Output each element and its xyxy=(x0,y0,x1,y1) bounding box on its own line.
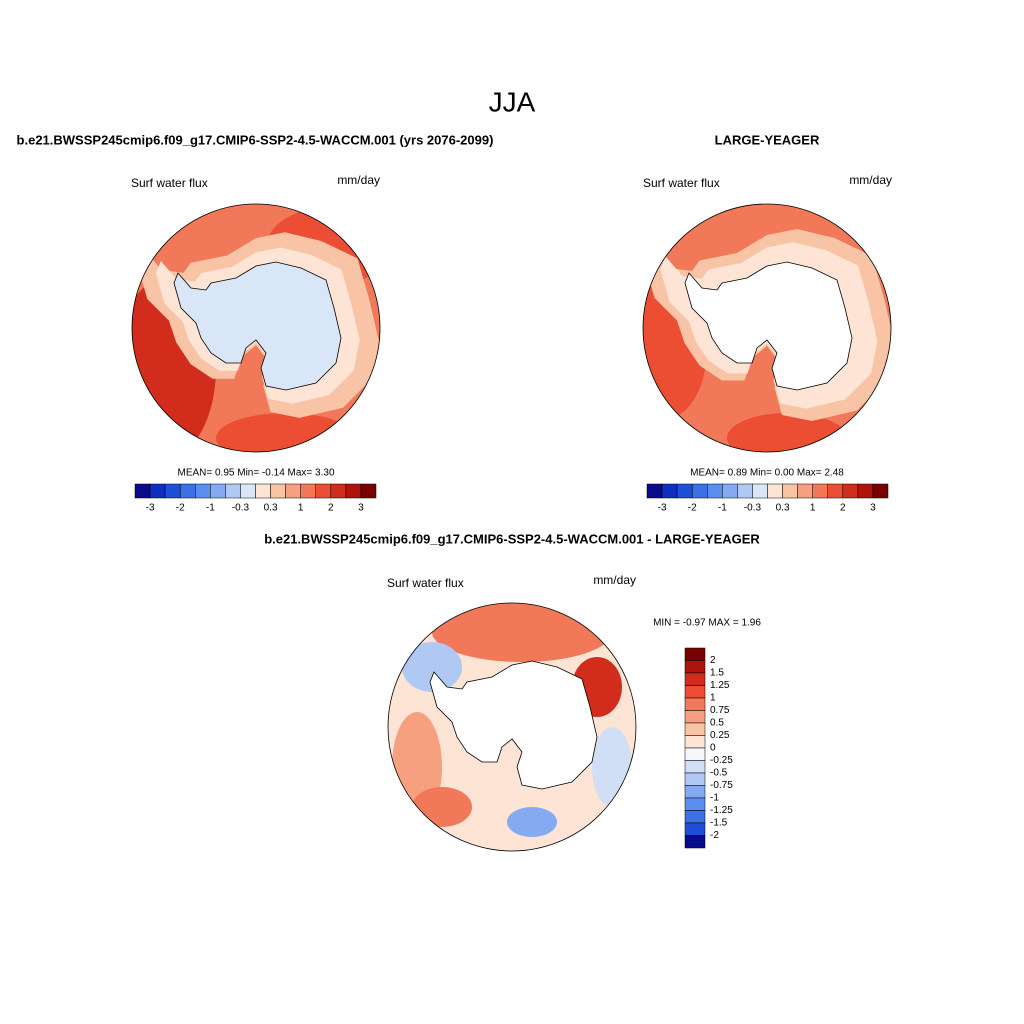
colorbar-box xyxy=(285,483,301,499)
colorbar-label: 3 xyxy=(358,503,364,514)
colorbar-label: 0.3 xyxy=(264,503,278,514)
colorbar-box xyxy=(255,483,271,499)
colorbar-box xyxy=(722,483,738,499)
colorbar-box xyxy=(646,483,663,499)
colorbar-box xyxy=(684,810,706,824)
panel-title: LARGE-YEAGER xyxy=(715,132,820,147)
colorbar-box xyxy=(752,483,768,499)
colorbar-box xyxy=(315,483,332,499)
colorbar-box xyxy=(684,747,706,761)
map xyxy=(132,204,380,452)
colorbar-box xyxy=(767,483,783,499)
colorbar-label: 0.25 xyxy=(710,730,730,741)
colorbar-box xyxy=(684,685,706,699)
colorbar-box xyxy=(684,835,706,849)
figure-title: JJA xyxy=(489,86,536,117)
units-label: mm/day xyxy=(593,573,636,587)
colorbar-box xyxy=(240,483,256,499)
colorbar-box xyxy=(164,483,181,499)
stats: MEAN= 0.95 Min= -0.14 Max= 3.30 xyxy=(177,468,334,479)
colorbar-box xyxy=(360,483,377,499)
colorbar-box xyxy=(872,483,889,499)
colorbar-box xyxy=(684,735,706,749)
map xyxy=(388,603,636,851)
panel-title: b.e21.BWSSP245cmip6.f09_g17.CMIP6-SSP2-4… xyxy=(264,531,760,546)
colorbar-label: -2 xyxy=(176,503,185,514)
colorbar-label: -0.25 xyxy=(710,755,733,766)
colorbar-box xyxy=(149,483,166,499)
colorbar-label: 0.3 xyxy=(776,503,790,514)
colorbar-box xyxy=(684,760,706,774)
colorbar-box xyxy=(210,483,226,499)
colorbar-box xyxy=(797,483,813,499)
colorbar-box xyxy=(684,772,706,786)
colorbar-label: 1 xyxy=(710,693,716,704)
colorbar-box xyxy=(345,483,362,499)
colorbar-label: -0.3 xyxy=(232,503,250,514)
colorbar-label: -0.3 xyxy=(744,503,762,514)
colorbar-label: -1.25 xyxy=(710,805,733,816)
colorbar-box xyxy=(179,483,196,499)
colorbar-box xyxy=(195,483,211,499)
colorbar-box xyxy=(842,483,859,499)
panel-title: b.e21.BWSSP245cmip6.f09_g17.CMIP6-SSP2-4… xyxy=(17,132,494,147)
units-label: mm/day xyxy=(849,173,892,187)
colorbar-box xyxy=(676,483,693,499)
colorbar-box xyxy=(827,483,844,499)
colorbar-box xyxy=(225,483,241,499)
colorbar-box xyxy=(300,483,316,499)
stats: MEAN= 0.89 Min= 0.00 Max= 2.48 xyxy=(690,468,844,479)
colorbar-box xyxy=(691,483,708,499)
colorbar-box xyxy=(134,483,151,499)
colorbar-label: -1 xyxy=(718,503,727,514)
colorbar-label: 2 xyxy=(710,655,716,666)
colorbar-label: 0.75 xyxy=(710,705,730,716)
units-label: mm/day xyxy=(337,173,380,187)
map-border xyxy=(642,203,892,453)
colorbar-label: 1 xyxy=(298,503,304,514)
colorbar-label: -0.75 xyxy=(710,780,733,791)
colorbar-box xyxy=(330,483,347,499)
colorbar-label: -0.5 xyxy=(710,768,728,779)
variable-label: Surf water flux xyxy=(387,576,464,590)
colorbar-label: 2 xyxy=(328,503,334,514)
colorbar-label: 2 xyxy=(840,503,846,514)
variable-label: Surf water flux xyxy=(131,176,208,190)
colorbar-label: -1 xyxy=(710,793,719,804)
colorbar-label: 0.5 xyxy=(710,718,724,729)
map xyxy=(643,204,891,452)
colorbar-box xyxy=(782,483,798,499)
colorbar-label: -1 xyxy=(206,503,215,514)
colorbar-box xyxy=(684,785,706,799)
colorbar-box xyxy=(857,483,874,499)
colorbar-box xyxy=(737,483,753,499)
colorbar-box xyxy=(684,672,706,686)
colorbar-label: 0 xyxy=(710,743,716,754)
map-border xyxy=(387,602,637,852)
colorbar-label: 1 xyxy=(810,503,816,514)
colorbar-box xyxy=(661,483,678,499)
map-border xyxy=(131,203,381,453)
colorbar-box xyxy=(684,660,706,674)
colorbar-label: 3 xyxy=(870,503,876,514)
colorbar-box xyxy=(684,722,706,736)
variable-label: Surf water flux xyxy=(643,176,720,190)
colorbar-label: -2 xyxy=(688,503,697,514)
colorbar-label: -3 xyxy=(658,503,667,514)
colorbar-box xyxy=(684,697,706,711)
colorbar-box xyxy=(270,483,286,499)
colorbar-label: 1.5 xyxy=(710,668,724,679)
colorbar-box xyxy=(812,483,828,499)
colorbar-box xyxy=(684,797,706,811)
colorbar-label: -1.5 xyxy=(710,818,728,829)
colorbar-label: -3 xyxy=(146,503,155,514)
stats: MIN = -0.97 MAX = 1.96 xyxy=(653,618,761,629)
colorbar-box xyxy=(684,822,706,836)
colorbar-box xyxy=(684,710,706,724)
colorbar-label: 1.25 xyxy=(710,680,730,691)
colorbar-label: -2 xyxy=(710,830,719,841)
colorbar-box xyxy=(684,647,706,661)
colorbar-box xyxy=(707,483,723,499)
